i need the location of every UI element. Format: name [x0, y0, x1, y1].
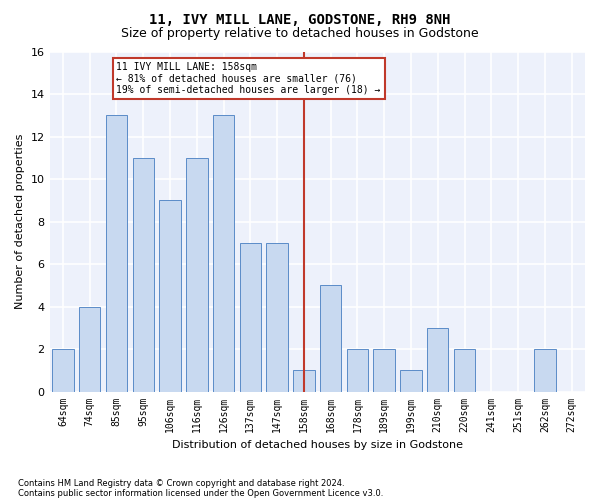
- Bar: [534, 349, 556, 392]
- Bar: [79, 306, 100, 392]
- Bar: [454, 349, 475, 392]
- Bar: [239, 243, 261, 392]
- Bar: [266, 243, 288, 392]
- Bar: [213, 116, 234, 392]
- Bar: [427, 328, 448, 392]
- Text: Contains HM Land Registry data © Crown copyright and database right 2024.: Contains HM Land Registry data © Crown c…: [18, 478, 344, 488]
- Bar: [133, 158, 154, 392]
- Text: 11 IVY MILL LANE: 158sqm
← 81% of detached houses are smaller (76)
19% of semi-d: 11 IVY MILL LANE: 158sqm ← 81% of detach…: [116, 62, 381, 96]
- Bar: [347, 349, 368, 392]
- Bar: [320, 286, 341, 392]
- Bar: [52, 349, 74, 392]
- Bar: [106, 116, 127, 392]
- Bar: [400, 370, 422, 392]
- Y-axis label: Number of detached properties: Number of detached properties: [15, 134, 25, 309]
- Bar: [293, 370, 314, 392]
- Text: Contains public sector information licensed under the Open Government Licence v3: Contains public sector information licen…: [18, 488, 383, 498]
- Text: 11, IVY MILL LANE, GODSTONE, RH9 8NH: 11, IVY MILL LANE, GODSTONE, RH9 8NH: [149, 12, 451, 26]
- Bar: [373, 349, 395, 392]
- Bar: [160, 200, 181, 392]
- X-axis label: Distribution of detached houses by size in Godstone: Distribution of detached houses by size …: [172, 440, 463, 450]
- Bar: [186, 158, 208, 392]
- Text: Size of property relative to detached houses in Godstone: Size of property relative to detached ho…: [121, 28, 479, 40]
